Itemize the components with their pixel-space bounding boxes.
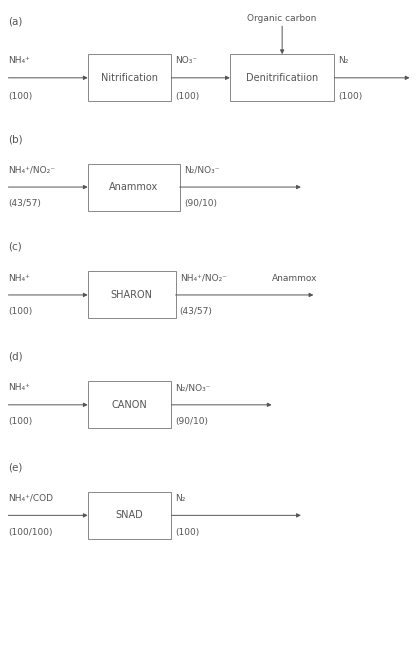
Text: Anammox: Anammox	[109, 182, 158, 192]
Text: (43/57): (43/57)	[8, 199, 41, 209]
Text: (100): (100)	[176, 528, 200, 537]
Text: N₂: N₂	[176, 494, 186, 503]
Bar	[88, 492, 171, 539]
Text: NH₄⁺/COD: NH₄⁺/COD	[8, 494, 54, 503]
Text: NO₃⁻: NO₃⁻	[176, 56, 198, 65]
Text: (43/57): (43/57)	[180, 307, 213, 317]
Text: (90/10): (90/10)	[184, 199, 217, 209]
Bar	[88, 164, 180, 211]
Text: (90/10): (90/10)	[176, 417, 209, 426]
Bar	[230, 54, 334, 101]
Bar	[88, 381, 171, 428]
Text: N₂/NO₃⁻: N₂/NO₃⁻	[176, 383, 211, 392]
Text: (100): (100)	[8, 307, 33, 317]
Text: (100): (100)	[8, 417, 33, 426]
Text: (100/100): (100/100)	[8, 528, 53, 537]
Text: NH₄⁺: NH₄⁺	[8, 56, 30, 65]
Text: (100): (100)	[8, 92, 33, 101]
Text: SHARON: SHARON	[111, 290, 153, 300]
Text: (d): (d)	[8, 352, 23, 362]
Text: CANON: CANON	[112, 400, 148, 410]
Text: (100): (100)	[176, 92, 200, 101]
Text: Denitrificatiion: Denitrificatiion	[246, 73, 318, 83]
Text: NH₄⁺/NO₂⁻: NH₄⁺/NO₂⁻	[180, 273, 227, 283]
Text: N₂: N₂	[339, 56, 349, 65]
Text: SNAD: SNAD	[116, 510, 143, 521]
Text: (e): (e)	[8, 462, 23, 472]
Bar	[88, 54, 171, 101]
Text: Nitrification: Nitrification	[101, 73, 158, 83]
Text: NH₄⁺: NH₄⁺	[8, 273, 30, 283]
Text: (a): (a)	[8, 16, 23, 26]
Text: NH₄⁺/NO₂⁻: NH₄⁺/NO₂⁻	[8, 165, 55, 175]
Text: Organic carbon: Organic carbon	[247, 14, 317, 23]
Text: NH₄⁺: NH₄⁺	[8, 383, 30, 392]
Text: (c): (c)	[8, 242, 22, 252]
Text: (b): (b)	[8, 134, 23, 144]
Text: Anammox: Anammox	[272, 273, 317, 283]
Bar	[88, 271, 176, 318]
Text: (100): (100)	[339, 92, 363, 101]
Text: N₂/NO₃⁻: N₂/NO₃⁻	[184, 165, 219, 175]
